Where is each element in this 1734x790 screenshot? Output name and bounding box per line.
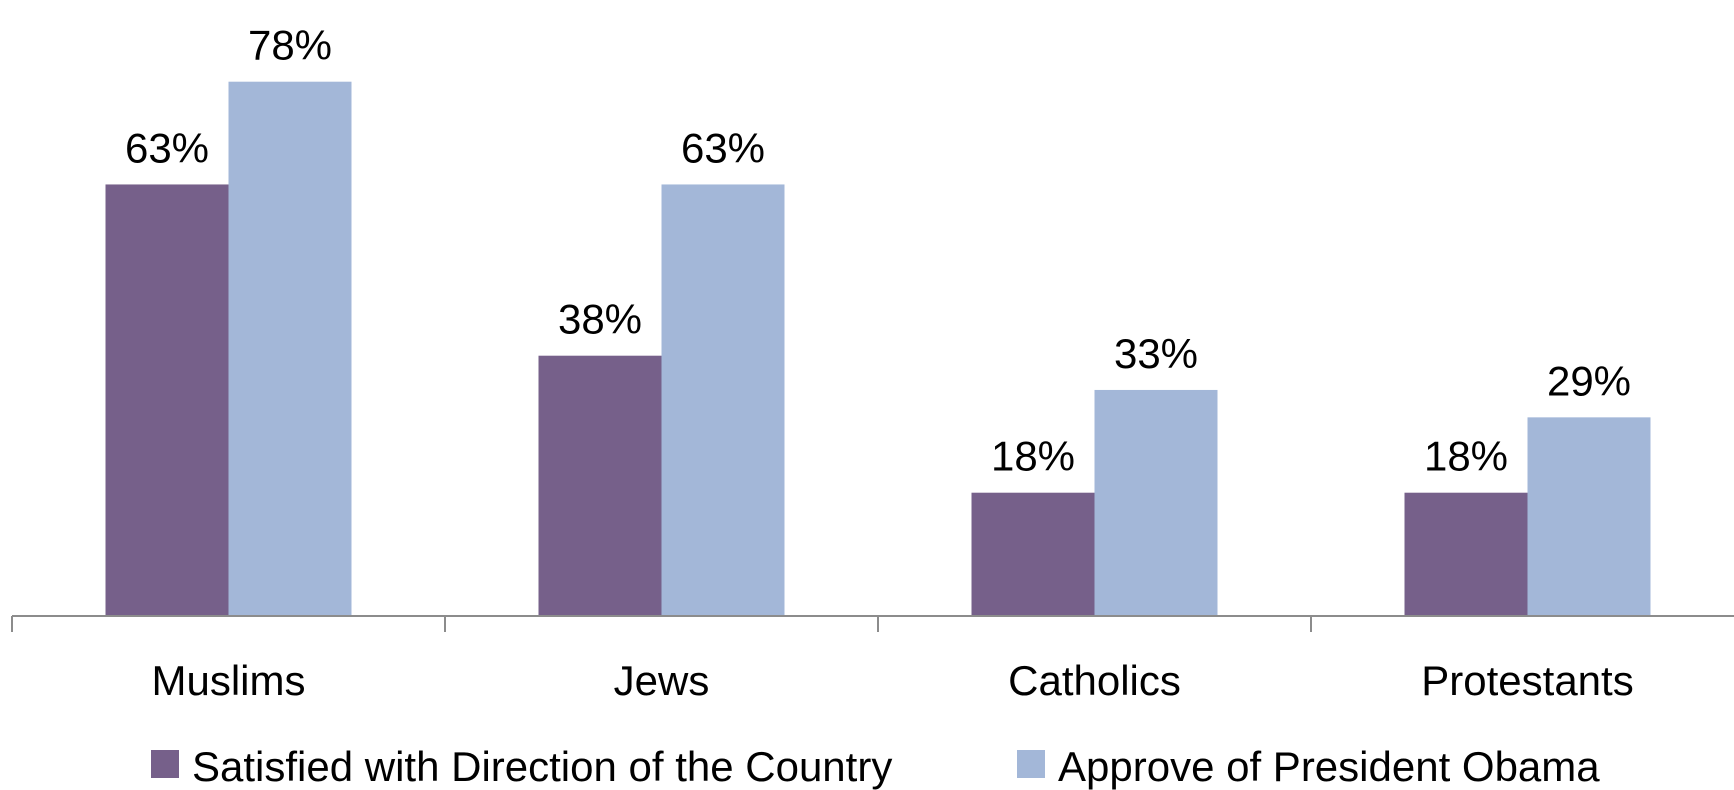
category-labels-group: Muslims Jews Catholics Protestants: [152, 657, 1634, 704]
data-label-jews-series-2: 63%: [681, 124, 765, 171]
bars-group: [105, 81, 1651, 616]
data-label-protestants-series-1: 18%: [1424, 433, 1508, 480]
bar-jews-series-1: [538, 355, 662, 616]
legend: Satisfied with Direction of the Country A…: [151, 743, 1600, 790]
category-label-catholics: Catholics: [1008, 657, 1181, 704]
data-label-catholics-series-2: 33%: [1114, 330, 1198, 377]
category-label-muslims: Muslims: [152, 657, 306, 704]
category-label-jews: Jews: [614, 657, 710, 704]
legend-swatch-series-2: [1017, 750, 1045, 778]
legend-label-series-1: Satisfied with Direction of the Country: [192, 743, 892, 790]
bar-muslims-series-2: [228, 81, 352, 616]
data-label-protestants-series-2: 29%: [1547, 357, 1631, 404]
bar-catholics-series-2: [1094, 389, 1218, 616]
bar-jews-series-2: [661, 184, 785, 616]
data-label-catholics-series-1: 18%: [991, 433, 1075, 480]
data-label-jews-series-1: 38%: [558, 296, 642, 343]
bar-protestants-series-1: [1404, 492, 1528, 616]
data-labels-group: 63% 78% 38% 63% 18% 33% 18% 29%: [125, 22, 1631, 480]
data-label-muslims-series-1: 63%: [125, 124, 209, 171]
x-axis: [11, 615, 1734, 632]
bar-muslims-series-1: [105, 184, 229, 616]
bar-catholics-series-1: [971, 492, 1095, 616]
legend-swatch-series-1: [151, 750, 179, 778]
data-label-muslims-series-2: 78%: [248, 22, 332, 69]
category-label-protestants: Protestants: [1421, 657, 1633, 704]
bar-protestants-series-2: [1527, 417, 1651, 616]
legend-label-series-2: Approve of President Obama: [1058, 743, 1600, 790]
